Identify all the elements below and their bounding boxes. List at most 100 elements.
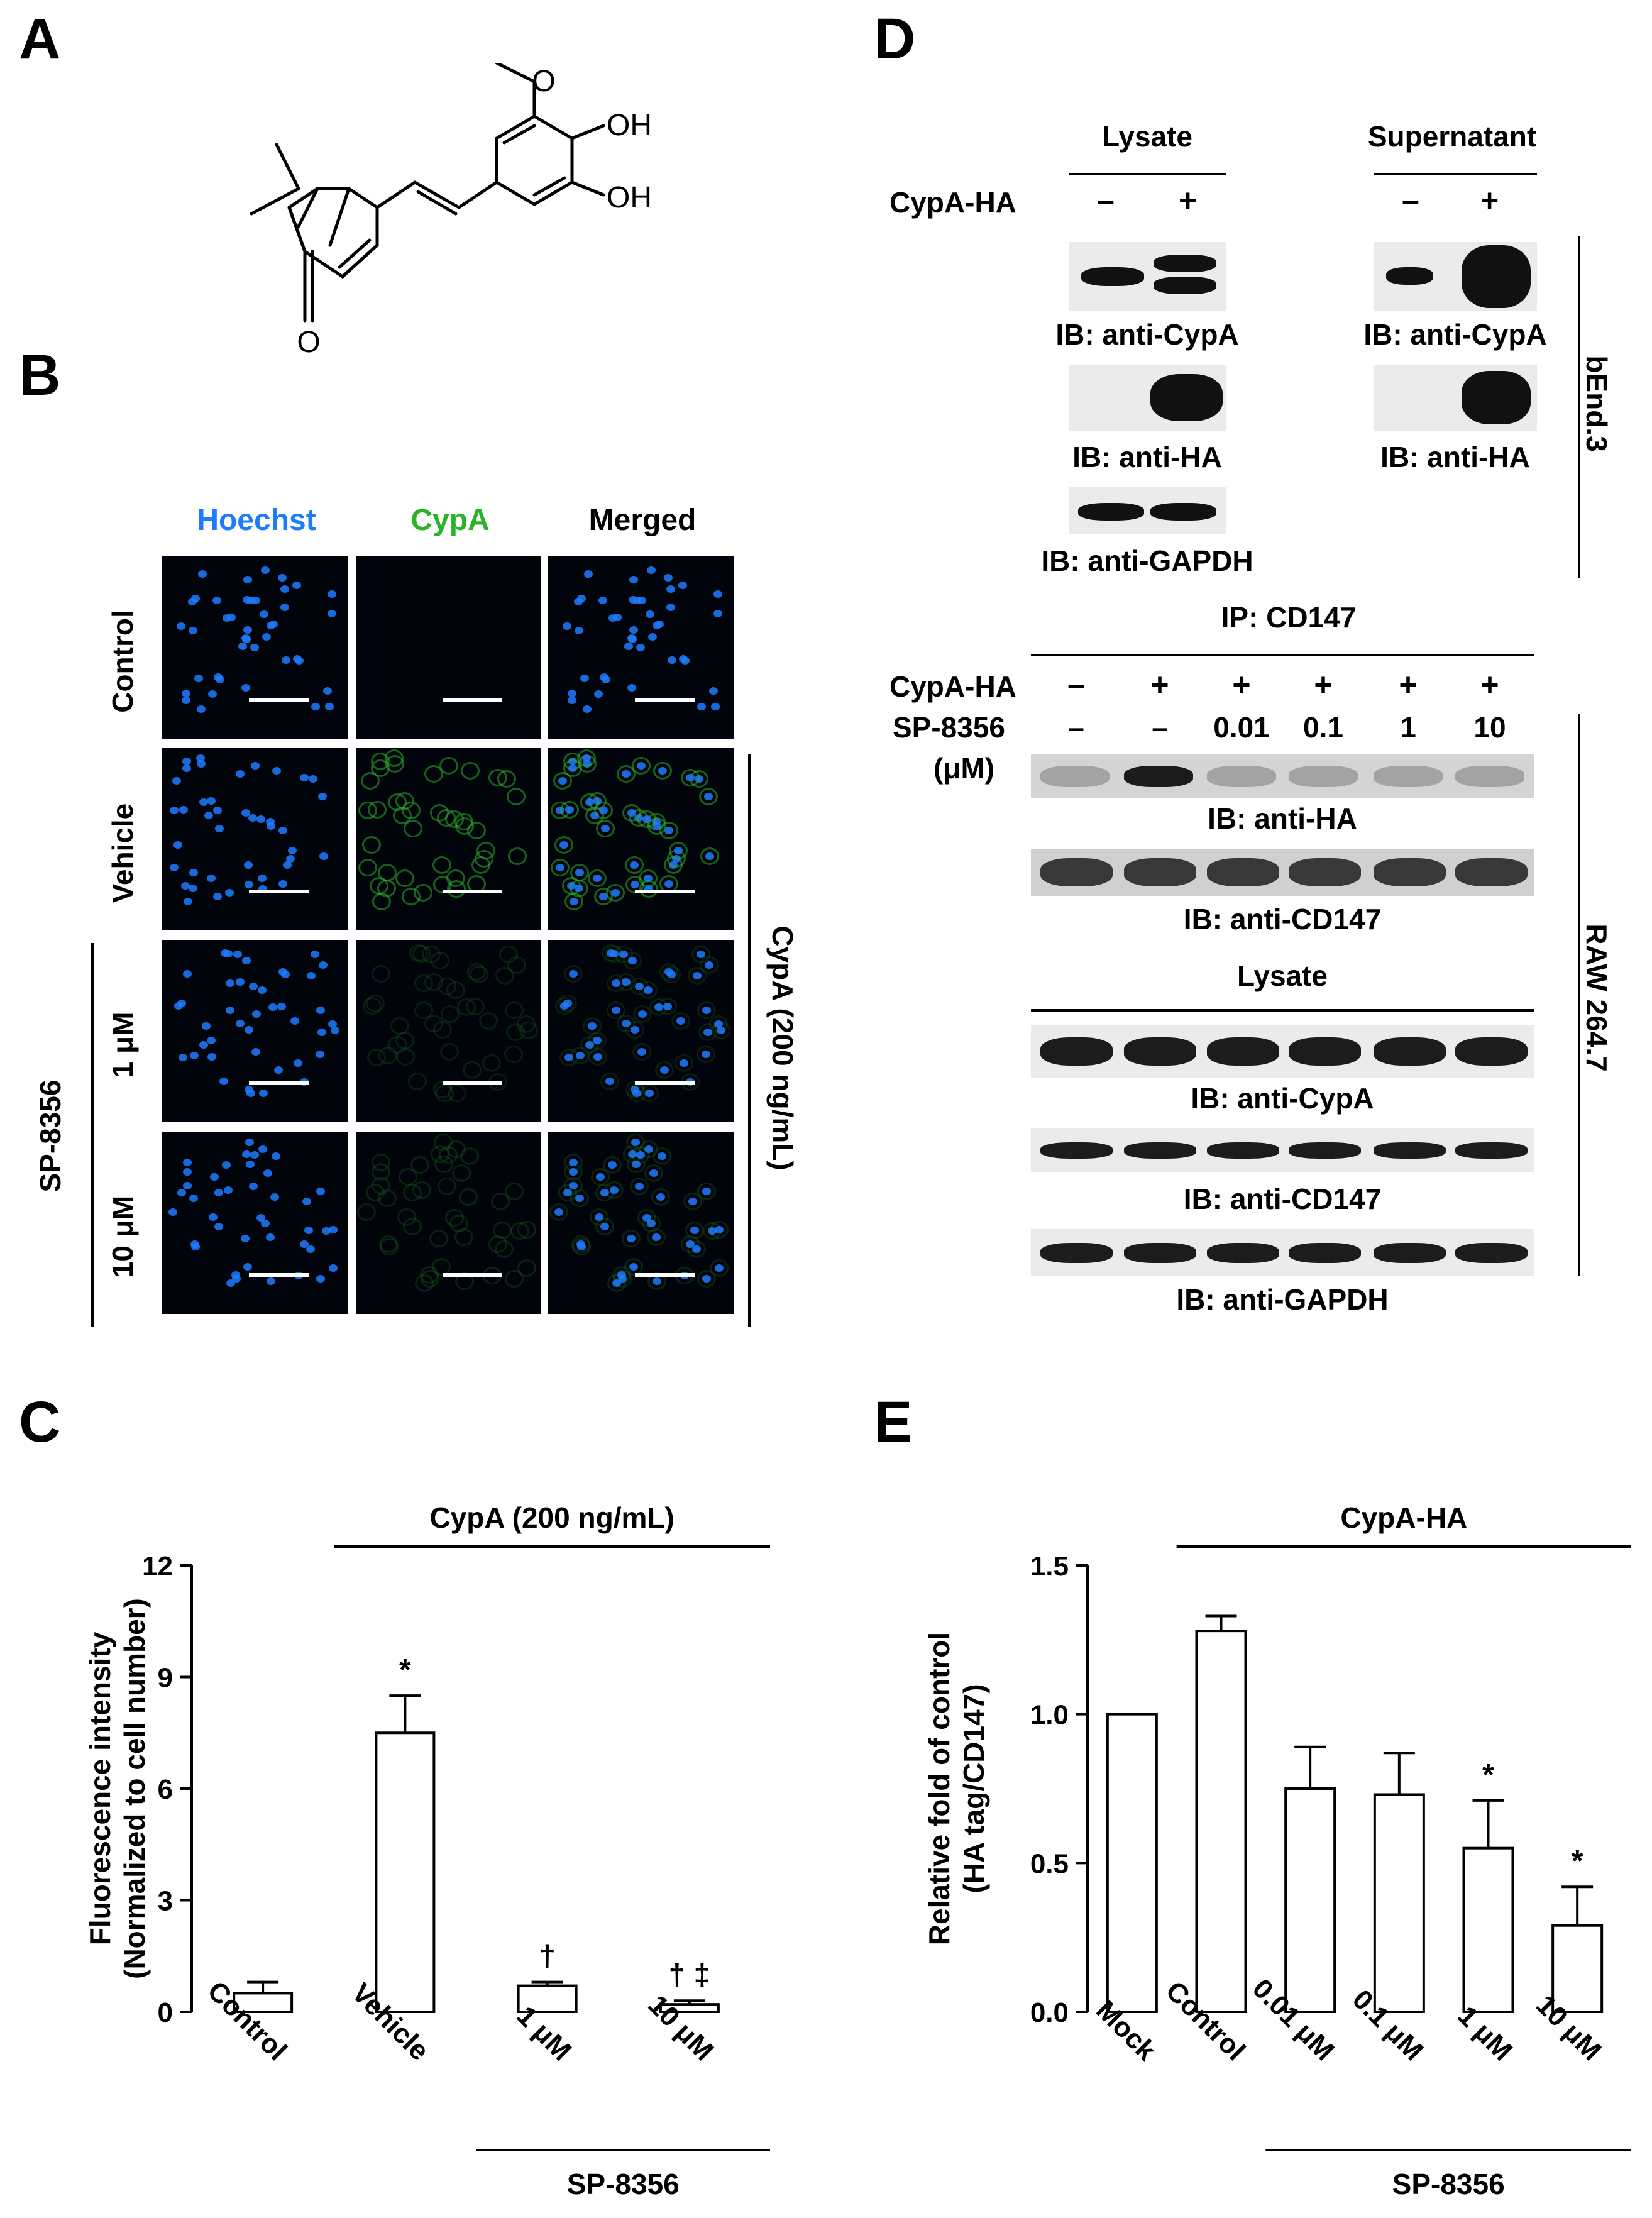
nucleus xyxy=(300,1240,309,1248)
nucleus xyxy=(324,703,334,711)
blot-band xyxy=(1455,1243,1528,1263)
group-label-top: CypA-HA xyxy=(1340,1501,1467,1534)
cypa-stain xyxy=(470,965,489,983)
cypa-stain xyxy=(587,1032,607,1050)
nucleus xyxy=(567,690,576,698)
cypa-stain xyxy=(410,1156,430,1174)
cypa-stain xyxy=(505,1023,525,1041)
blot-lysate-cypa xyxy=(1069,242,1226,311)
nucleus xyxy=(209,1213,218,1222)
blot-band xyxy=(1040,858,1113,886)
scale-bar xyxy=(249,1273,309,1277)
nucleus xyxy=(207,1053,216,1061)
nucleus xyxy=(243,861,253,869)
panel-label-a: A xyxy=(19,7,61,71)
ip-dose: 10 xyxy=(1473,711,1506,744)
nucleus xyxy=(243,626,253,634)
nucleus xyxy=(183,1158,192,1166)
cell-line-raw: RAW 264.7 xyxy=(1580,924,1613,1072)
sign-plus-1: + xyxy=(1179,183,1198,218)
nucleus xyxy=(292,582,301,590)
nucleus xyxy=(244,1026,253,1034)
nucleus xyxy=(319,852,329,860)
micro-row-10um: 10 μM xyxy=(106,1195,139,1278)
nucleus xyxy=(328,1264,338,1272)
nucleus xyxy=(608,614,617,622)
ib-cd147-ip: IB: anti-CD147 xyxy=(1183,903,1382,935)
scale-bar xyxy=(443,698,502,702)
blot-lysate-gapdh-raw xyxy=(1031,1229,1534,1276)
micrograph xyxy=(162,556,348,739)
scale-bar xyxy=(635,1273,695,1277)
nucleus xyxy=(249,982,258,990)
cypa-stain xyxy=(671,1012,691,1030)
nucleus xyxy=(252,1010,262,1018)
scale-bar xyxy=(443,1273,502,1277)
nucleus xyxy=(213,673,223,681)
cypa-stain xyxy=(653,761,673,780)
nucleus xyxy=(666,603,676,611)
cypa-stain xyxy=(709,1259,729,1277)
blot-band xyxy=(1374,766,1443,787)
ip-sign: + xyxy=(1399,667,1418,702)
lysate-line-bottom xyxy=(1031,1009,1534,1012)
blot-band xyxy=(1207,766,1276,787)
ib-ha-supernatant: IB: anti-HA xyxy=(1380,441,1530,473)
nucleus xyxy=(270,1193,279,1201)
blot-band xyxy=(1289,1142,1361,1159)
nucleus xyxy=(189,869,199,877)
cypa-stain xyxy=(422,946,441,964)
blot-band xyxy=(1289,1243,1361,1263)
sp-label-blot: SP-8356 xyxy=(893,711,1006,744)
nucleus xyxy=(182,697,191,705)
nucleus xyxy=(189,627,197,635)
nucleus xyxy=(632,597,642,605)
nucleus xyxy=(189,1051,199,1059)
nucleus xyxy=(214,1189,224,1197)
nucleus xyxy=(599,673,608,681)
nucleus xyxy=(258,1145,268,1154)
nucleus xyxy=(636,643,645,651)
cypa-stain xyxy=(571,1235,590,1254)
cypa-stain xyxy=(434,1084,454,1102)
nucleus xyxy=(177,1188,186,1196)
cypa-stain xyxy=(402,801,421,819)
nucleus xyxy=(182,764,191,772)
cypa-stain xyxy=(685,1222,704,1240)
blot-band xyxy=(1289,1037,1361,1066)
cypa-stain xyxy=(688,967,707,985)
micrograph xyxy=(356,940,541,1122)
nucleus xyxy=(199,798,209,806)
cypa-stain xyxy=(463,1061,482,1079)
bar xyxy=(1195,1630,1247,2013)
lysate-header: Lysate xyxy=(1101,120,1193,153)
nucleus xyxy=(246,597,256,605)
cypa-stain xyxy=(639,880,659,898)
lysate-header-bottom: Lysate xyxy=(1236,959,1328,992)
cypa-stain xyxy=(441,1005,460,1023)
nucleus xyxy=(222,614,231,622)
nucleus xyxy=(629,575,639,583)
blot-ip-cd147 xyxy=(1031,849,1534,896)
nucleus xyxy=(624,642,634,650)
cypa-stain xyxy=(696,1046,715,1064)
cypa-stain xyxy=(363,997,382,1015)
nucleus xyxy=(236,978,245,986)
nucleus xyxy=(260,566,270,574)
nucleus xyxy=(238,642,248,650)
sign-minus-1: – xyxy=(1097,183,1115,218)
nucleus xyxy=(568,697,577,705)
nucleus xyxy=(293,1059,302,1067)
nucleus xyxy=(206,1037,216,1045)
nucleus xyxy=(251,1047,260,1056)
nucleus xyxy=(241,1150,251,1158)
nucleus xyxy=(664,573,673,582)
scale-bar xyxy=(443,890,502,893)
nucleus xyxy=(199,1041,208,1049)
blot-band xyxy=(1207,1037,1279,1066)
cypa-stain xyxy=(621,1230,641,1248)
nucleus xyxy=(241,957,251,965)
micrograph xyxy=(356,1132,541,1314)
micro-row-control: Control xyxy=(106,610,139,713)
scale-bar xyxy=(443,1081,502,1085)
